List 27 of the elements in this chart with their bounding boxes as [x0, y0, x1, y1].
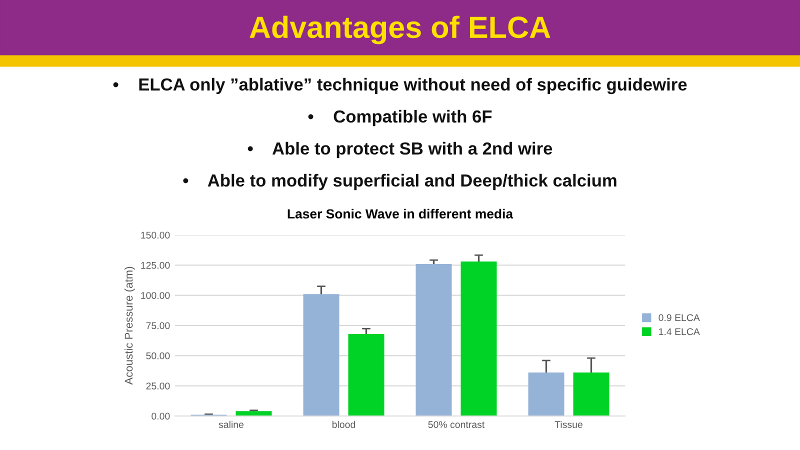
y-tick-label: 75.00 — [146, 322, 170, 330]
legend-label: 0.9 ELCA — [658, 314, 700, 322]
bar — [236, 411, 272, 416]
x-tick-label: blood — [332, 420, 356, 428]
bar — [303, 294, 340, 416]
y-axis-title: Acoustic Pressure (atm) — [124, 266, 135, 385]
legend-label: 1.4 ELCA — [659, 328, 700, 336]
bar — [528, 372, 564, 416]
text: • Able to protect SB with a 2nd wire — [248, 142, 552, 158]
text: • Able to modify superficial and Deep/thick calcium — [183, 174, 616, 190]
y-tick-label: 125.00 — [141, 262, 170, 269]
y-tick-label: 25.00 — [146, 382, 170, 390]
x-tick-label: 50% contrast — [428, 421, 485, 428]
y-tick-label: 150.00 — [141, 232, 170, 239]
y-tick-label: 0.00 — [152, 412, 170, 420]
chart-title: Advantages of ELCA — [250, 16, 550, 44]
y-tick-label: 100.00 — [141, 292, 170, 299]
bar — [573, 372, 610, 416]
text: • ELCA only ”ablative” technique without need of specific guidewire — [113, 78, 687, 94]
x-tick-label: Tissue — [554, 420, 582, 428]
bar — [416, 264, 452, 416]
x-tick-label: saline — [218, 420, 244, 428]
chart-subtitle: Laser Sonic Wave in different media — [288, 208, 514, 219]
bar — [460, 262, 497, 416]
bar — [348, 334, 384, 416]
text: • Compatible with 6F — [308, 110, 492, 126]
y-tick-label: 50.00 — [146, 352, 170, 360]
